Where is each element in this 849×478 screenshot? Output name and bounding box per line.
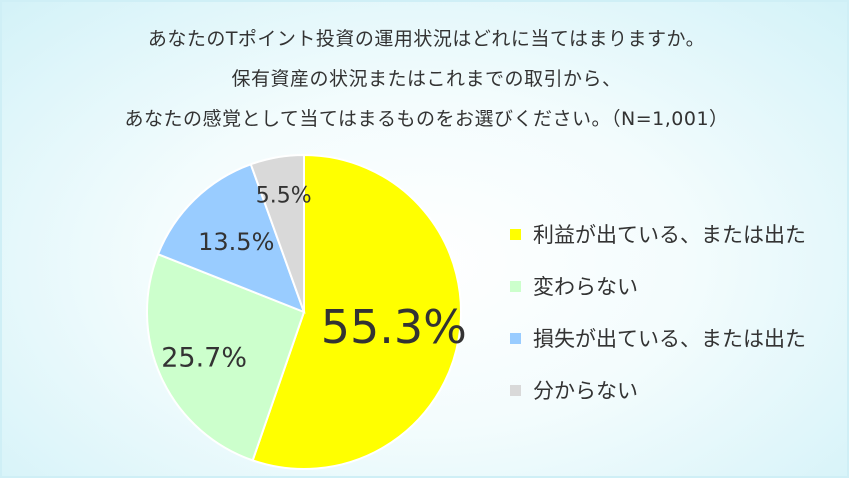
- chart-title-line-3: あなたの感覚として当てはまるものをお選びください。（N=1,001）: [124, 108, 729, 130]
- legend-item-loss: 損失が出ている、または出た: [510, 312, 806, 364]
- pie-label-profit: 55.3%: [321, 300, 467, 354]
- pie-slice-unchanged: [146, 252, 306, 462]
- chart-title-line-1: あなたのTポイント投資の運用状況はどれに当てはまりますか。: [147, 28, 706, 50]
- chart-title-line-2: 保有資産の状況またはこれまでの取引から、: [231, 68, 622, 90]
- legend-label-profit: 利益が出ている、または出た: [533, 223, 806, 247]
- pie-slice-unknown: [249, 153, 305, 313]
- pie-label-unknown: 5.5%: [256, 184, 312, 209]
- legend-item-unknown: 分からない: [510, 364, 806, 416]
- legend-item-unchanged: 変わらない: [510, 260, 806, 312]
- legend-swatch-unchanged: [510, 280, 521, 292]
- legend-label-unknown: 分からない: [533, 379, 638, 403]
- pie-slice-loss: [156, 163, 306, 314]
- legend-swatch-unknown: [510, 384, 521, 396]
- legend-swatch-loss: [510, 332, 521, 344]
- legend-swatch-profit: [510, 228, 521, 240]
- pie-label-loss: 13.5%: [198, 228, 274, 256]
- legend-item-profit: 利益が出ている、または出た: [510, 208, 806, 260]
- pie-label-unchanged: 25.7%: [161, 342, 247, 373]
- legend: 利益が出ている、または出た 変わらない 損失が出ている、または出た 分からない: [510, 208, 806, 416]
- legend-label-unchanged: 変わらない: [533, 275, 638, 299]
- legend-label-loss: 損失が出ている、または出た: [533, 327, 806, 351]
